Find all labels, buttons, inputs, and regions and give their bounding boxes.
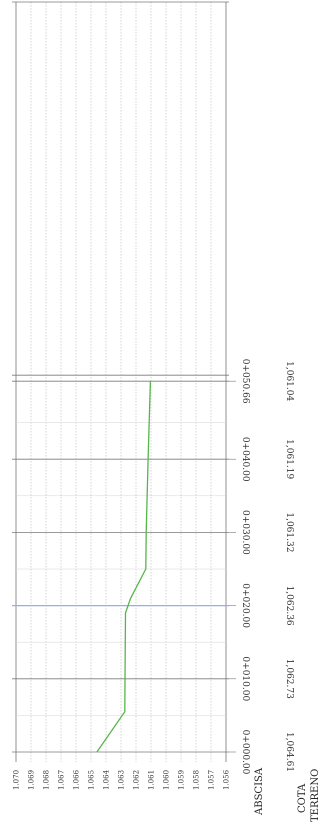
- elevation-tick-label: 1.064: [103, 769, 111, 790]
- terrain-profile-line: [96, 381, 152, 753]
- abscisa-label: 0+010.00: [240, 656, 250, 701]
- abscisa-label: 0+000.00: [240, 730, 250, 775]
- elevation-tick-label: 1.065: [88, 770, 96, 790]
- elevation-tick-label: 1.063: [118, 770, 126, 790]
- station-lines: [12, 1, 236, 753]
- elevation-tick-label: 1.061: [148, 770, 156, 790]
- cota-label: 1,062.36: [284, 586, 294, 626]
- cota-label: 1,064.61: [284, 732, 294, 772]
- abscisa-header: ABSCISA: [254, 767, 265, 816]
- cota-label: 1,061.04: [284, 361, 294, 401]
- elevation-tick-label: 1.070: [13, 770, 21, 790]
- elevation-tick-label: 1.057: [208, 770, 216, 790]
- elevation-tick-label: 1.059: [178, 770, 186, 790]
- elevation-tick-label: 1.060: [163, 770, 171, 790]
- elevation-tick-label: 1.066: [73, 769, 81, 790]
- elevation-tick-labels: 1.070 1.069 1.068 1.067 1.066 1.065 1.064 1.063…: [13, 769, 231, 790]
- elevation-tick-label: 1.058: [193, 770, 201, 790]
- elevation-tick-label: 1.062: [133, 770, 141, 790]
- terreno-header: TERRENO: [310, 769, 321, 822]
- cota-labels: 1,064.61 1,062.73 1,062.36 1,061.32 1,061.19…: [284, 361, 294, 772]
- abscisa-labels: 0+000.00 0+010.00 0+020.00 0+030.00 0+040.00…: [240, 359, 250, 775]
- cota-label: 1,061.32: [284, 512, 294, 552]
- abscisa-label: 0+050.66: [240, 359, 250, 404]
- elevation-tick-label: 1.068: [43, 770, 51, 790]
- abscisa-label: 0+030.00: [240, 510, 250, 555]
- series-layer: [96, 381, 152, 753]
- cota-label: 1,061.19: [284, 439, 294, 479]
- grid: [15, 2, 227, 762]
- cota-header: COTA: [297, 783, 308, 813]
- abscisa-label: 0+040.00: [240, 437, 250, 482]
- elevation-tick-label: 1.067: [58, 770, 66, 790]
- elevation-tick-label: 1.056: [223, 769, 231, 790]
- abscisa-label: 0+020.00: [240, 583, 250, 628]
- elevation-tick-label: 1.069: [28, 770, 36, 790]
- cota-label: 1,062.73: [284, 659, 294, 699]
